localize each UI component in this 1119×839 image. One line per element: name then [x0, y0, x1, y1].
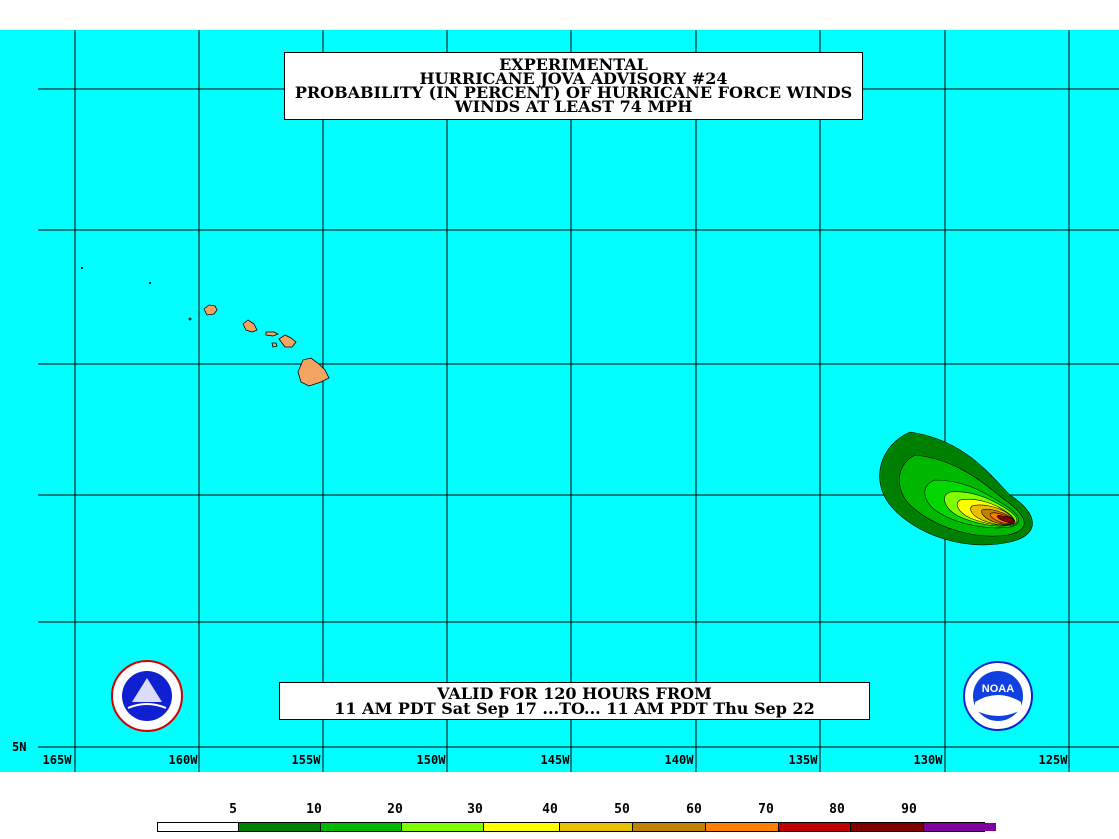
- valid-line-1: VALID FOR 120 HOURS FROM: [437, 684, 712, 703]
- legend-label-20: 20: [387, 802, 403, 817]
- legend-swatch: [923, 823, 996, 831]
- contour-80: [996, 514, 1015, 524]
- legend-swatch: [320, 823, 401, 831]
- nws-logo-icon: [111, 660, 183, 732]
- legend-label-40: 40: [542, 802, 558, 817]
- noaa-logo-text: NOAA: [982, 683, 1014, 695]
- island-big-island: [297, 357, 330, 387]
- legend-swatch: [850, 823, 923, 831]
- legend-label-5: 5: [229, 802, 237, 817]
- lon-label-150w: 150W: [416, 753, 446, 767]
- lon-label-160w: 160W: [168, 753, 198, 767]
- valid-line-2: 11 AM PDT Sat Sep 17 ...TO... 11 AM PDT …: [334, 699, 815, 718]
- island-niihau: [188, 317, 192, 321]
- lon-label-145w: 145W: [540, 753, 570, 767]
- lon-label-130w: 130W: [913, 753, 943, 767]
- legend-label-90: 90: [901, 802, 917, 817]
- title-line-2: HURRICANE JOVA ADVISORY #24: [419, 69, 728, 88]
- lon-label-155w: 155W: [291, 753, 321, 767]
- legend-swatch: [559, 823, 632, 831]
- probability-contours: [879, 431, 1033, 546]
- island-oahu: [242, 319, 258, 333]
- lon-label-125w: 125W: [1038, 753, 1068, 767]
- legend-swatch: [632, 823, 705, 831]
- title-line-4: WINDS AT LEAST 74 MPH: [454, 97, 693, 116]
- lon-label-140w: 140W: [664, 753, 694, 767]
- legend-swatch: [705, 823, 778, 831]
- island-lanai: [271, 342, 278, 348]
- grid-lines: [38, 30, 1119, 772]
- title-line-1: EXPERIMENTAL: [499, 55, 648, 74]
- lon-label-135w: 135W: [788, 753, 818, 767]
- legend-swatch: [483, 823, 559, 831]
- legend-label-60: 60: [686, 802, 702, 817]
- legend-swatch: [238, 823, 320, 831]
- legend-label-10: 10: [306, 802, 322, 817]
- hawaii-islands: [80, 266, 330, 387]
- island-maui: [278, 334, 297, 348]
- lon-label-165w: 165W: [42, 753, 72, 767]
- legend-swatch: [158, 823, 238, 831]
- legend-label-30: 30: [467, 802, 483, 817]
- lat-label-5n: 5N: [12, 740, 27, 754]
- valid-time-box: VALID FOR 120 HOURS FROM 11 AM PDT Sat S…: [279, 682, 870, 720]
- noaa-logo-icon: NOAA: [963, 661, 1033, 731]
- legend-swatch: [401, 823, 483, 831]
- legend-label-70: 70: [758, 802, 774, 817]
- legend-label-80: 80: [829, 802, 845, 817]
- legend-color-bar: [157, 822, 996, 832]
- legend-label-50: 50: [614, 802, 630, 817]
- island-molokai: [265, 331, 279, 337]
- title-line-3: PROBABILITY (IN PERCENT) OF HURRICANE FO…: [294, 83, 853, 102]
- legend-swatch: [778, 823, 850, 831]
- title-box: EXPERIMENTAL HURRICANE JOVA ADVISORY #24…: [284, 52, 863, 120]
- island-kauai: [203, 304, 218, 316]
